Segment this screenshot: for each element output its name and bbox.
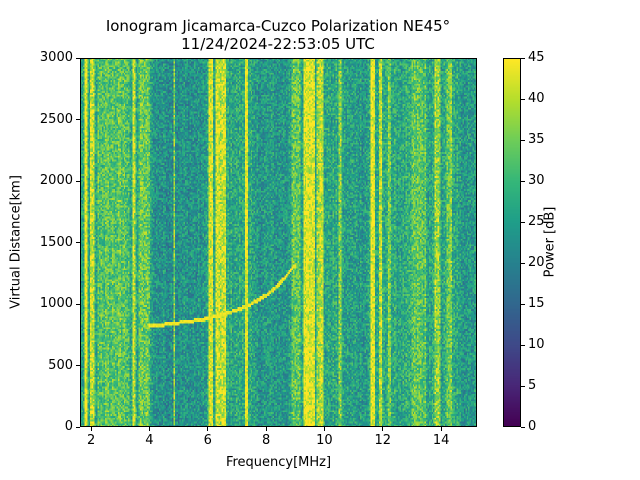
colorbar-tick-label: 45	[528, 50, 545, 65]
y-tick	[76, 426, 80, 428]
y-tick-label: 2500	[39, 111, 73, 127]
y-tick-label: 500	[48, 357, 73, 373]
colorbar-label: Power [dB]	[542, 206, 558, 278]
y-tick	[76, 119, 80, 120]
colorbar-tick-label: 25	[528, 214, 545, 229]
y-tick	[76, 180, 80, 182]
colorbar-tick	[521, 139, 525, 141]
y-tick-label: 1500	[39, 234, 73, 250]
colorbar-tick-label: 35	[528, 132, 545, 147]
colorbar	[503, 58, 521, 427]
x-tick	[323, 427, 325, 431]
x-tick	[90, 427, 92, 431]
colorbar-tick	[521, 180, 525, 182]
x-axis-label: Frequency[MHz]	[225, 455, 332, 470]
x-tick	[265, 427, 267, 431]
heatmap	[80, 58, 477, 427]
y-tick-label: 0	[64, 419, 73, 434]
y-tick-label: 1000	[39, 296, 73, 311]
x-tick	[382, 427, 384, 431]
colorbar-tick	[521, 344, 525, 346]
colorbar-tick	[521, 262, 525, 264]
x-tick-label: 8	[261, 433, 271, 448]
colorbar-tick-label: 20	[528, 255, 545, 270]
x-tick-label: 6	[203, 433, 212, 448]
x-tick-label: 10	[316, 433, 333, 448]
colorbar-tick-label: 30	[528, 173, 545, 188]
colorbar-tick-label: 15	[528, 296, 545, 311]
y-tick-label: 2000	[39, 173, 73, 188]
x-tick	[207, 427, 209, 431]
colorbar-tick-label: 5	[528, 378, 537, 393]
title-line-2: 11/24/2024-22:53:05 UTC	[181, 35, 375, 53]
y-tick-label: 3000	[39, 50, 73, 65]
x-tick-label: 4	[145, 433, 154, 448]
y-axis-label: Virtual Distance[km]	[9, 175, 24, 309]
y-tick	[76, 365, 80, 366]
x-tick	[440, 427, 442, 431]
colorbar-tick	[521, 221, 525, 223]
title-line-1: Ionogram Jicamarca-Cuzco Polarization NE…	[105, 17, 451, 35]
colorbar-tick-label: 0	[528, 419, 537, 434]
colorbar-tick	[521, 98, 525, 100]
colorbar-tick	[521, 426, 525, 428]
y-tick	[76, 57, 80, 59]
y-tick	[76, 242, 80, 243]
colorbar-tick-label: 40	[528, 91, 545, 106]
chart-title: Ionogram Jicamarca-Cuzco Polarization NE…	[0, 17, 556, 53]
y-axis-label-text: Virtual Distance[km]	[8, 175, 24, 309]
x-tick-label: 14	[432, 433, 450, 448]
colorbar-tick	[521, 385, 525, 387]
colorbar-tick	[521, 303, 525, 305]
colorbar-tick	[521, 57, 525, 59]
y-tick	[76, 303, 80, 305]
colorbar-tick-label: 10	[528, 337, 545, 352]
x-tick	[148, 427, 150, 431]
x-tick-label: 12	[374, 433, 392, 448]
plot-frame	[80, 58, 477, 427]
x-tick-label: 2	[86, 433, 96, 448]
